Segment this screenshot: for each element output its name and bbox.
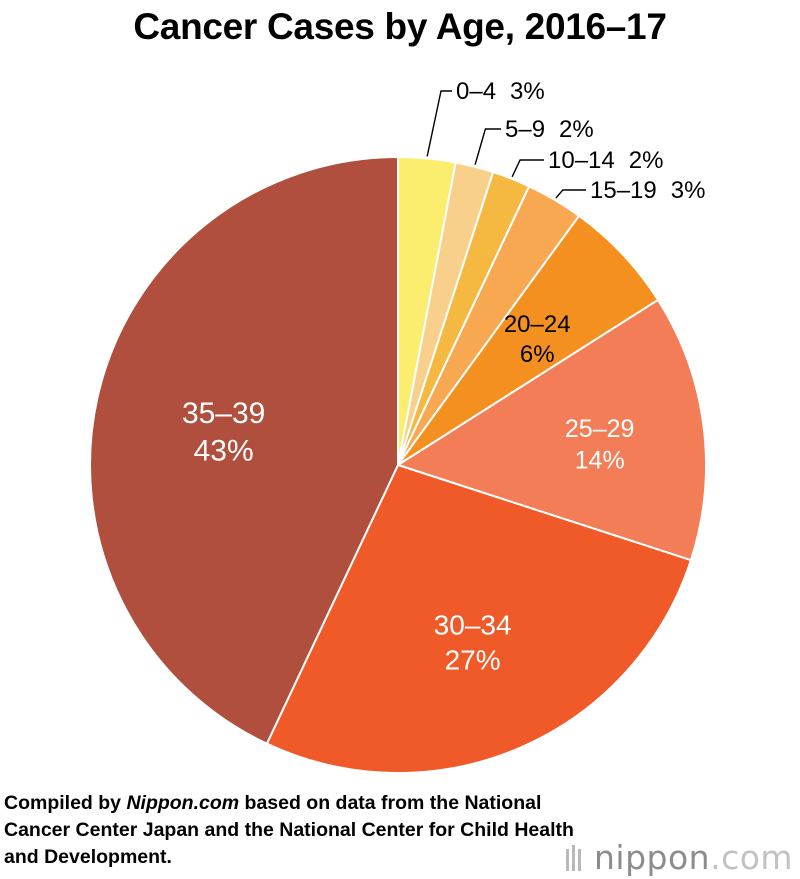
source-note-prefix: Compiled by	[4, 792, 127, 814]
logo-text-main: nippon	[594, 838, 711, 877]
chart-title: Cancer Cases by Age, 2016–17	[133, 6, 667, 47]
pie-slice	[89, 156, 399, 745]
slice-outside-label: 15–19 3%	[590, 177, 705, 204]
slice-value-label: 14%	[575, 446, 625, 474]
slice-label: 5–9	[505, 116, 545, 143]
logo-bars-icon	[566, 840, 584, 879]
source-note: Compiled by Nippon.com based on data fro…	[4, 790, 584, 871]
slice-label: 20–24	[504, 311, 571, 338]
slice-outside-label: 5–9 2%	[505, 116, 594, 143]
leader-line	[474, 128, 501, 165]
slice-value-label: 6%	[520, 341, 555, 368]
slice-label: 10–14	[548, 147, 615, 174]
slice-outside-label: 0–4 3%	[456, 78, 545, 105]
nippon-logo: nippon.com	[566, 838, 793, 879]
slice-value-label: 2%	[629, 147, 664, 174]
slice-outside-label: 10–14 2%	[548, 147, 663, 174]
slice-label: 0–4	[456, 78, 496, 105]
slice-value-label: 2%	[559, 116, 594, 143]
leader-line	[555, 189, 586, 199]
leader-line	[511, 159, 544, 178]
slice-value-label: 3%	[671, 177, 706, 204]
logo-text-suffix: .com	[710, 838, 794, 877]
slice-label: 25–29	[565, 415, 635, 443]
pie-slice	[397, 298, 707, 562]
source-note-suffix: based on data from the National Cancer C…	[4, 792, 574, 868]
slice-label: 15–19	[590, 177, 657, 204]
slice-value-label: 27%	[445, 645, 501, 676]
slice-label: 30–34	[434, 610, 512, 641]
source-note-site: Nippon.com	[126, 792, 240, 814]
leader-line	[426, 90, 452, 157]
pie-slice	[265, 464, 692, 774]
pie-chart: 0–4 3% 5–9 2% 10–14 2% 15–19 3% 20–24 6% 25–29 14% 3…	[89, 78, 707, 774]
slice-label: 35–39	[182, 397, 265, 430]
slice-value-label: 43%	[194, 435, 254, 468]
slice-value-label: 3%	[510, 78, 545, 105]
